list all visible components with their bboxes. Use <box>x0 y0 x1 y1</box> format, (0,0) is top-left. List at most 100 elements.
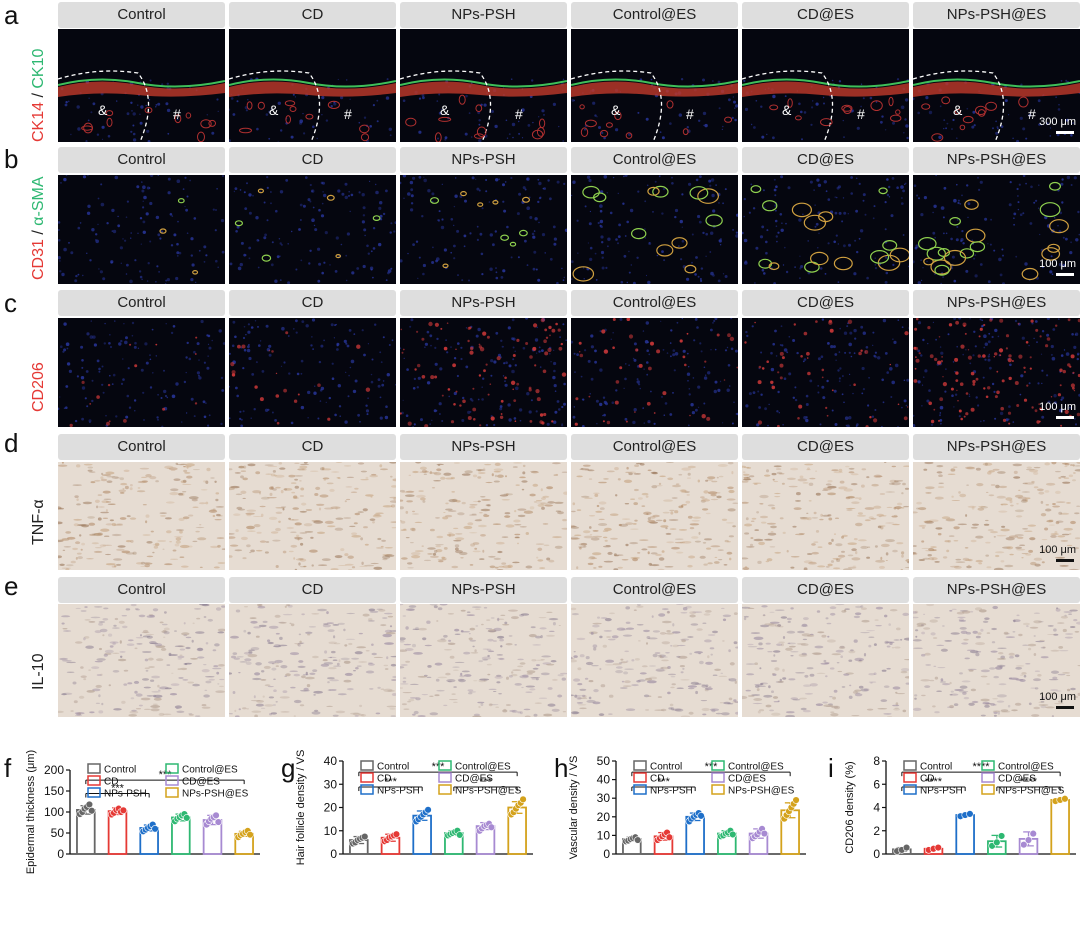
scale-bar-d: 100 μm <box>1032 542 1078 568</box>
header-d-5: NPs-PSH@ES <box>913 434 1080 460</box>
micrograph-b-1 <box>229 175 396 284</box>
scale-bar-label: 300 μm <box>1039 116 1076 128</box>
point-i-5-2 <box>1061 795 1069 803</box>
y-tick-label-h-1: 10 <box>597 828 611 842</box>
y-tick-label-h-2: 20 <box>597 810 611 824</box>
legend-swatch-f-4 <box>165 775 179 786</box>
y-axis-label-g: Hair follicle density / VS <box>295 750 307 866</box>
micrograph-texture: & # <box>742 70 909 142</box>
scale-bar-b: 100 μm <box>1032 256 1078 282</box>
header-e-4: CD@ES <box>742 577 909 603</box>
micrograph-c-0 <box>58 318 225 427</box>
micrograph-texture <box>571 318 738 427</box>
header-b-2: NPs-PSH <box>400 147 567 173</box>
micrograph-d-5 <box>913 462 1080 570</box>
header-a-2: NPs-PSH <box>400 2 567 28</box>
micrograph-d-2 <box>400 462 567 570</box>
legend-swatch-f-5 <box>165 787 179 798</box>
header-c-3: Control@ES <box>571 290 738 316</box>
y-tick-label-g-4: 40 <box>324 754 338 768</box>
micrograph-texture <box>400 175 567 284</box>
point-g-4-5 <box>487 823 496 831</box>
scale-bar-line <box>1056 416 1074 419</box>
micrograph-texture <box>400 604 567 717</box>
marker-amp: & <box>98 102 108 118</box>
y-tick-label-h-5: 50 <box>597 754 611 768</box>
point-f-0-5 <box>88 807 96 815</box>
header-c-0: Control <box>58 290 225 316</box>
point-f-1-5 <box>119 806 128 815</box>
y-axis-label-h: Vascular density / VS <box>568 756 580 860</box>
micrograph-b-3 <box>571 175 738 284</box>
micrograph-c-4 <box>742 318 909 427</box>
micrograph-texture <box>229 462 396 570</box>
legend-label-g-4: CD@ES <box>455 774 493 785</box>
micrograph-texture: & # <box>913 70 1080 142</box>
micrograph-b-5 <box>913 175 1080 284</box>
legend-swatch-g-4 <box>438 772 452 783</box>
y-tick-label-f-0: 0 <box>57 847 64 861</box>
y-tick-label-f-4: 200 <box>44 763 64 777</box>
scale-bar-line <box>1056 273 1074 276</box>
scale-bar-c: 100 μm <box>1032 399 1078 425</box>
micrograph-d-4 <box>742 462 909 570</box>
header-c-1: CD <box>229 290 396 316</box>
micrograph-e-0 <box>58 604 225 717</box>
point-g-0-5 <box>361 832 369 841</box>
sig-label-g-1: *** <box>479 776 493 788</box>
legend-label-f-0: Control <box>104 765 136 776</box>
header-b-1: CD <box>229 147 396 173</box>
micrograph-e-2 <box>400 604 567 717</box>
chart-letter-h: h <box>554 753 568 783</box>
legend-label-h-5: NPs-PSH@ES <box>728 786 795 797</box>
panel-letter-b: b <box>4 144 19 174</box>
legend-swatch-g-0 <box>360 760 374 771</box>
y-tick-label-h-4: 40 <box>597 773 611 787</box>
micrograph-c-3 <box>571 318 738 427</box>
micrograph-b-2 <box>400 175 567 284</box>
scale-bar-label: 100 μm <box>1039 401 1076 413</box>
micrograph-b-0 <box>58 175 225 284</box>
point-i-2-2 <box>966 810 974 818</box>
marker-hash: # <box>344 106 352 122</box>
header-d-2: NPs-PSH <box>400 434 567 460</box>
micrograph-a-2: & # <box>400 29 567 142</box>
marker-hash: # <box>686 106 694 122</box>
y-tick-label-i-3: 6 <box>873 777 880 791</box>
legend-swatch-h-2 <box>633 784 647 795</box>
y-tick-label-g-3: 30 <box>324 777 338 791</box>
legend-swatch-i-0 <box>903 760 917 771</box>
micrograph-texture <box>229 604 396 717</box>
micrograph-texture: & # <box>571 70 738 142</box>
y-tick-label-g-2: 20 <box>324 801 338 815</box>
micrograph-texture <box>913 604 1080 717</box>
point-i-1-2 <box>934 843 942 852</box>
legend-swatch-h-3 <box>711 760 725 771</box>
marker-amp: & <box>611 102 621 118</box>
micrograph-c-1 <box>229 318 396 427</box>
micrograph-texture: & # <box>400 70 567 142</box>
legend-label-f-4: CD@ES <box>182 777 220 788</box>
y-tick-label-i-0: 0 <box>873 847 880 861</box>
header-b-5: NPs-PSH@ES <box>913 147 1080 173</box>
panel-letter-a: a <box>4 0 19 30</box>
legend-label-f-3: Control@ES <box>182 765 238 776</box>
micrograph-a-4: & # <box>742 29 909 142</box>
y-tick-label-g-0: 0 <box>330 847 337 861</box>
micrograph-texture <box>58 175 225 284</box>
legend-swatch-h-1 <box>633 772 647 783</box>
header-c-5: NPs-PSH@ES <box>913 290 1080 316</box>
micrograph-a-0: & # <box>58 29 225 142</box>
legend-swatch-f-3 <box>165 763 179 774</box>
scale-bar-line <box>1056 559 1074 562</box>
y-axis-label-f: Epidermal thickness (μm) <box>25 750 37 874</box>
point-i-4-1 <box>1024 836 1033 844</box>
micrograph-texture <box>913 175 1080 284</box>
micrograph-texture <box>400 318 567 427</box>
header-d-4: CD@ES <box>742 434 909 460</box>
micrograph-c-2 <box>400 318 567 427</box>
marker-amp: & <box>953 102 963 118</box>
micrograph-texture: & # <box>58 70 225 142</box>
legend-label-i-0: Control <box>920 762 952 773</box>
